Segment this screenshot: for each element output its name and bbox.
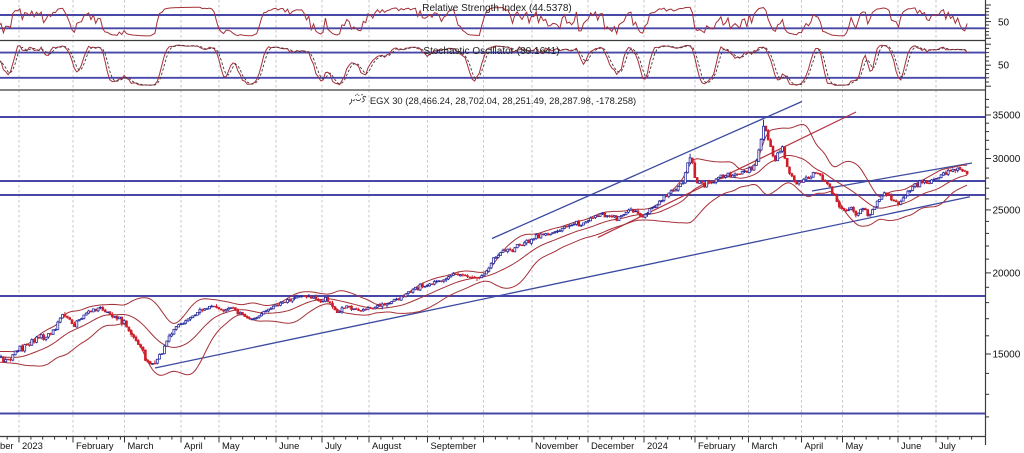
svg-text:November: November: [535, 440, 578, 451]
svg-text:February: February: [76, 440, 114, 451]
svg-text:30000: 30000: [993, 154, 1021, 165]
svg-text:December: December: [591, 440, 634, 451]
svg-text:50: 50: [998, 61, 1010, 72]
svg-text:June: June: [279, 440, 299, 451]
svg-text:ber: ber: [0, 440, 14, 451]
svg-text:2023: 2023: [22, 440, 43, 451]
svg-text:March: March: [752, 440, 778, 451]
svg-text:50: 50: [998, 17, 1010, 28]
svg-text:May: May: [222, 440, 240, 451]
svg-text:April: April: [184, 440, 203, 451]
svg-text:2024: 2024: [647, 440, 668, 451]
svg-text:August: August: [372, 440, 402, 451]
svg-text:July: July: [939, 440, 956, 451]
svg-text:April: April: [805, 440, 824, 451]
svg-text:July: July: [325, 440, 342, 451]
svg-text:35000: 35000: [993, 111, 1021, 122]
svg-text:Stochastic Oscillator (80.1641: Stochastic Oscillator (80.1641): [423, 46, 559, 57]
svg-text:EGX 30 (28,466.24, 28,702.04,: EGX 30 (28,466.24, 28,702.04, 28,251.49,…: [370, 95, 636, 106]
svg-text:May: May: [846, 440, 864, 451]
svg-text:March: March: [128, 440, 154, 451]
svg-text:20000: 20000: [993, 268, 1021, 279]
svg-text:February: February: [698, 440, 736, 451]
svg-text:June: June: [901, 440, 921, 451]
svg-text:25000: 25000: [993, 205, 1021, 216]
svg-text:September: September: [431, 440, 477, 451]
svg-text:Relative Strength Index (44.53: Relative Strength Index (44.5378): [422, 3, 572, 14]
svg-text:15000: 15000: [993, 350, 1021, 361]
